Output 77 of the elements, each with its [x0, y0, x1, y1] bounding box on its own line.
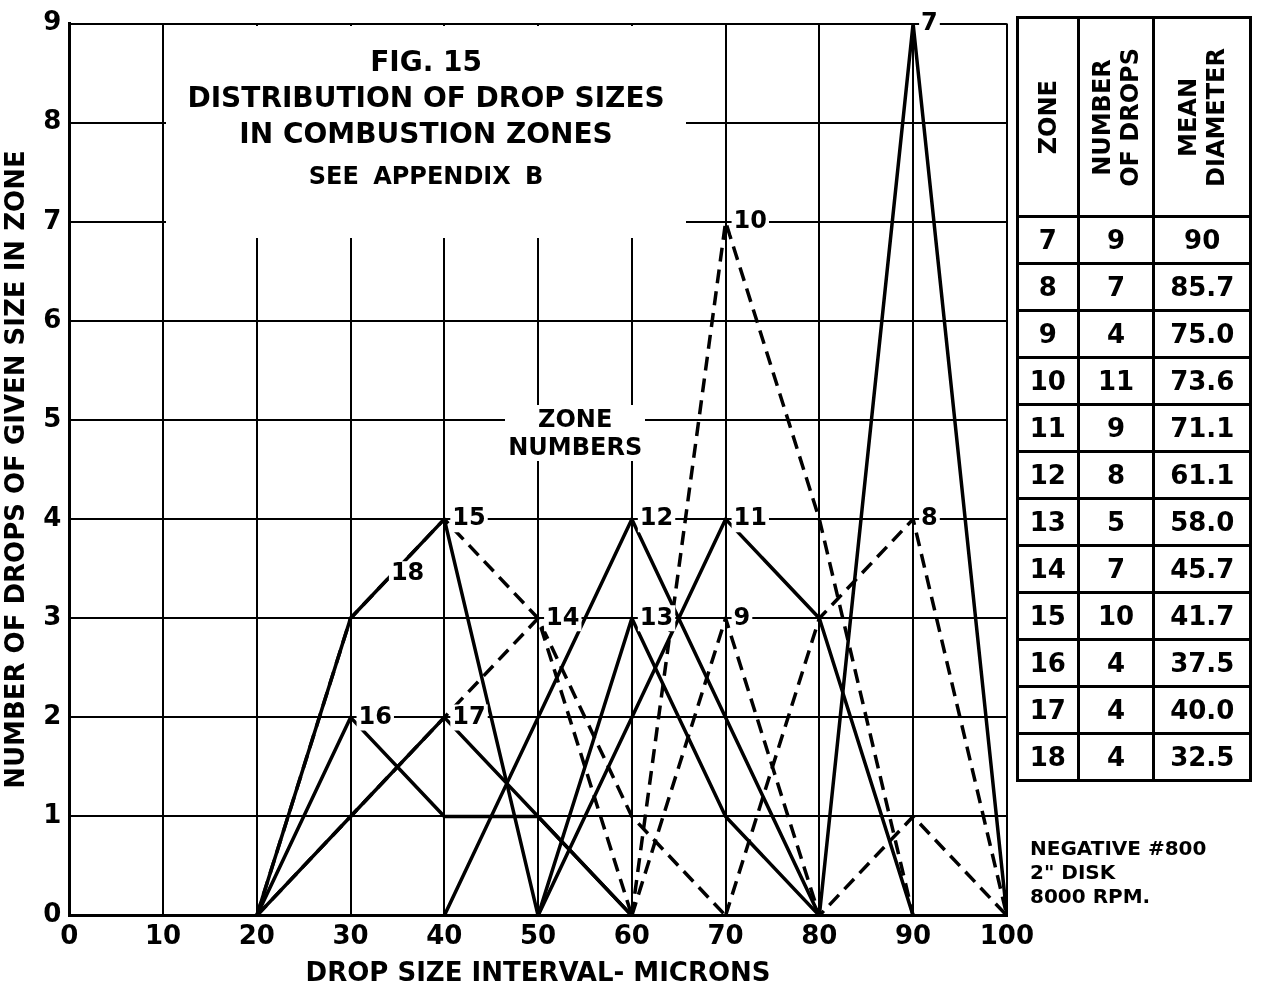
text: 13 [639, 602, 674, 631]
y-tick-label: 2 [43, 700, 62, 731]
text: 17 [452, 701, 486, 730]
x-tick-label: 60 [613, 919, 650, 950]
annotation: 8 [921, 503, 938, 532]
legend-label: 15 [1017, 592, 1079, 640]
y-tick-label: 4 [43, 501, 62, 532]
y-tick-label: 3 [43, 601, 62, 632]
text: 9 [1017, 310, 1079, 358]
text: 41.7 [1153, 592, 1251, 640]
legend-label: 7 [1017, 216, 1079, 264]
text: NUMBER OF DROPS [1088, 47, 1145, 187]
text: 8 [1038, 272, 1057, 302]
legend-label: 9 [1078, 404, 1154, 452]
text: MEAN DIAMETER [1174, 47, 1231, 187]
text: 4 [1078, 733, 1154, 781]
x-axis-title: DROP SIZE INTERVAL- MICRONS [305, 957, 771, 988]
text: 71.1 [1153, 404, 1251, 452]
y-tick-label: 8 [43, 105, 62, 136]
text: NEGATIVE #800 2" DISK 8000 RPM. [1030, 836, 1208, 908]
text: 37.5 [1153, 639, 1251, 687]
text: 10 [1097, 601, 1135, 631]
legend-label: 10 [1017, 357, 1079, 405]
text: 90 [1153, 216, 1251, 264]
legend-label: 13 [1017, 498, 1079, 546]
y-tick-label: 1 [43, 799, 62, 830]
x-tick-label: 100 [979, 919, 1034, 950]
text: 7 [1078, 263, 1154, 311]
legend-label: 8 [1078, 451, 1154, 499]
y-tick-label: 0 [43, 898, 62, 929]
x-tick-label: 80 [801, 919, 838, 950]
text: 40.0 [1153, 686, 1251, 734]
annotation: SEE APPENDIX B [307, 160, 545, 192]
title-card: FIG. 15 DISTRIBUTION OF DROP SIZES IN COMBUSTION ZONES SEE APPENDIX B [166, 25, 687, 238]
x-tick-label: 50 [519, 919, 557, 950]
legend-label: 18 [1017, 733, 1079, 781]
text: 15 [452, 503, 486, 532]
text: 32.5 [1153, 733, 1251, 781]
y-tick-label: 5 [43, 402, 62, 433]
legend-label: 11 [1017, 404, 1079, 452]
annotation: 10 [733, 206, 767, 235]
y-tick-label: 9 [43, 6, 62, 37]
text: 73.6 [1153, 357, 1251, 405]
x-tick-label: 90 [895, 919, 932, 950]
legend-label: 17 [1017, 686, 1079, 734]
x-tick-label: 30 [332, 919, 369, 950]
text: 14 [546, 602, 580, 631]
text: 4 [1078, 686, 1154, 734]
annotation: ZONE NUMBERS [505, 405, 646, 462]
text: 4 [1078, 639, 1154, 687]
text: 9 [1106, 225, 1126, 255]
legend-label: 16 [1017, 639, 1079, 687]
legend-label: 14 [1017, 545, 1079, 593]
x-tick-label: 20 [238, 919, 275, 950]
text: 18 [390, 558, 425, 587]
annotation: 9 [733, 602, 751, 631]
text: 4 [1078, 310, 1154, 358]
text: 58.0 [1153, 498, 1251, 546]
y-axis-title: NUMBER OF DROPS OF GIVEN SIZE IN ZONE [0, 150, 31, 789]
text: 11 [1097, 366, 1135, 396]
text: 7 [1106, 554, 1126, 584]
text: 45.7 [1153, 545, 1251, 593]
text: 85.7 [1153, 263, 1251, 311]
text: 61.1 [1153, 451, 1251, 499]
text: 12 [639, 503, 674, 532]
text: 75.0 [1153, 310, 1251, 358]
annotation: 7 [921, 7, 938, 36]
y-tick-label: 6 [43, 303, 62, 334]
x-tick-label: 70 [707, 919, 744, 950]
y-tick-label: 7 [43, 204, 62, 235]
legend-label: 12 [1017, 451, 1079, 499]
annotation: 11 [733, 503, 767, 532]
legend-title: ZONE [1033, 79, 1062, 155]
text: 16 [358, 701, 392, 730]
x-tick-label: 40 [426, 919, 463, 950]
text: 5 [1078, 498, 1154, 546]
x-tick-label: 10 [144, 919, 182, 950]
